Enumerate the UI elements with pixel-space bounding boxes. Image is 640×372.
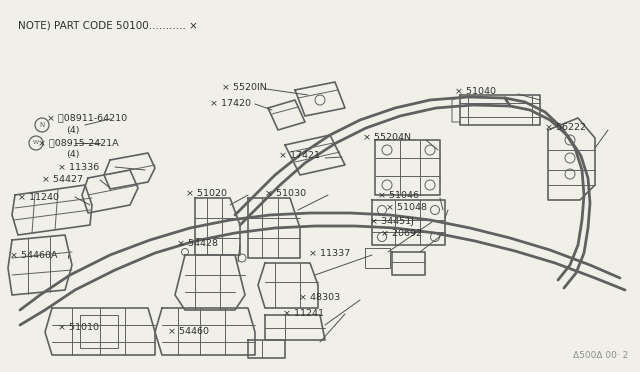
Text: Δ500Δ 00· 2: Δ500Δ 00· 2 [573, 351, 628, 360]
Text: × Ⓞ08911-64210: × Ⓞ08911-64210 [47, 113, 127, 122]
Text: × 54460A: × 54460A [10, 250, 58, 260]
Text: × 51040: × 51040 [455, 87, 496, 96]
Text: × 17420: × 17420 [210, 99, 251, 108]
Text: × 11336: × 11336 [58, 163, 99, 171]
Text: × 51020: × 51020 [186, 189, 227, 198]
Text: × Ⓝ08915-2421A: × Ⓝ08915-2421A [38, 138, 118, 148]
Text: × 34451J: × 34451J [370, 217, 414, 225]
Text: N: N [40, 122, 45, 128]
Text: × 56222: × 56222 [545, 124, 586, 132]
Text: × 51030: × 51030 [265, 189, 306, 198]
Text: × 11241: × 11241 [283, 308, 324, 317]
Text: × 54428: × 54428 [177, 238, 218, 247]
Text: × 11337: × 11337 [309, 248, 350, 257]
Text: NOTE) PART CODE 50100........... ×: NOTE) PART CODE 50100........... × [18, 20, 198, 30]
Text: × 5520IN: × 5520IN [222, 83, 267, 93]
Text: × 55204N: × 55204N [363, 134, 411, 142]
Text: × 11240: × 11240 [18, 192, 59, 202]
Text: W: W [33, 141, 39, 145]
Text: × 54460: × 54460 [168, 327, 209, 337]
Text: × 17421: × 17421 [279, 151, 320, 160]
Text: × 51010: × 51010 [58, 324, 99, 333]
Text: (4): (4) [66, 151, 79, 160]
Text: × 51048: × 51048 [386, 203, 427, 212]
Text: × 20692: × 20692 [381, 228, 422, 237]
Text: × 48303: × 48303 [299, 294, 340, 302]
Text: × 54427: × 54427 [42, 176, 83, 185]
Text: × 51046: × 51046 [378, 192, 419, 201]
Text: (4): (4) [66, 125, 79, 135]
